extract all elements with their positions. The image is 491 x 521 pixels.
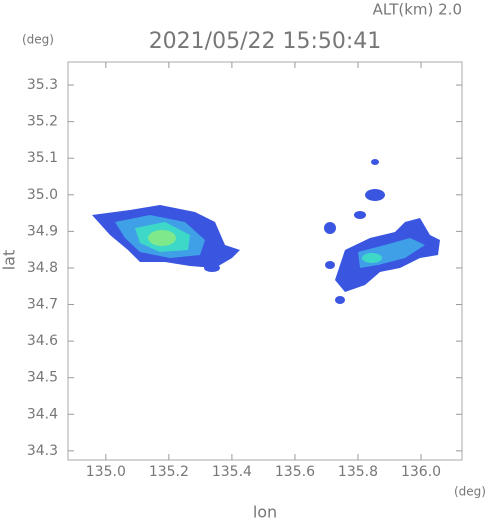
x-tick-label: 135.4 — [212, 464, 252, 480]
plot-frame — [67, 61, 463, 461]
y-tick-label: 34.4 — [27, 406, 58, 422]
x-tick-label: 135.2 — [149, 464, 189, 480]
x-axis-label: lon — [253, 503, 277, 521]
y-tick-label: 34.3 — [27, 443, 58, 459]
x-tick-label: 135.0 — [86, 464, 126, 480]
y-tick-label: 34.6 — [27, 333, 58, 349]
y-tick-label: 34.8 — [27, 260, 58, 276]
y-tick-label: 34.7 — [27, 297, 58, 313]
x-tick-label: 135.6 — [275, 464, 315, 480]
y-tick-label: 35.3 — [27, 77, 58, 93]
y-tick-label: 34.5 — [27, 370, 58, 386]
y-tick-label: 34.9 — [27, 223, 58, 239]
echo-right — [324, 159, 440, 304]
y-axis-label: lat — [0, 250, 19, 271]
chart-title: 2021/05/22 15:50:41 — [149, 29, 382, 54]
y-tick-label: 35.0 — [27, 187, 58, 203]
y-tick-label: 35.2 — [27, 114, 58, 130]
x-tick-label: 135.8 — [338, 464, 378, 480]
echo-left — [92, 205, 240, 272]
x-unit: (deg) — [454, 485, 486, 499]
altitude-label: ALT(km) 2.0 — [373, 1, 462, 19]
y-unit: (deg) — [22, 33, 54, 47]
y-tick-label: 35.1 — [27, 150, 58, 166]
x-tick-label: 136.0 — [401, 464, 441, 480]
